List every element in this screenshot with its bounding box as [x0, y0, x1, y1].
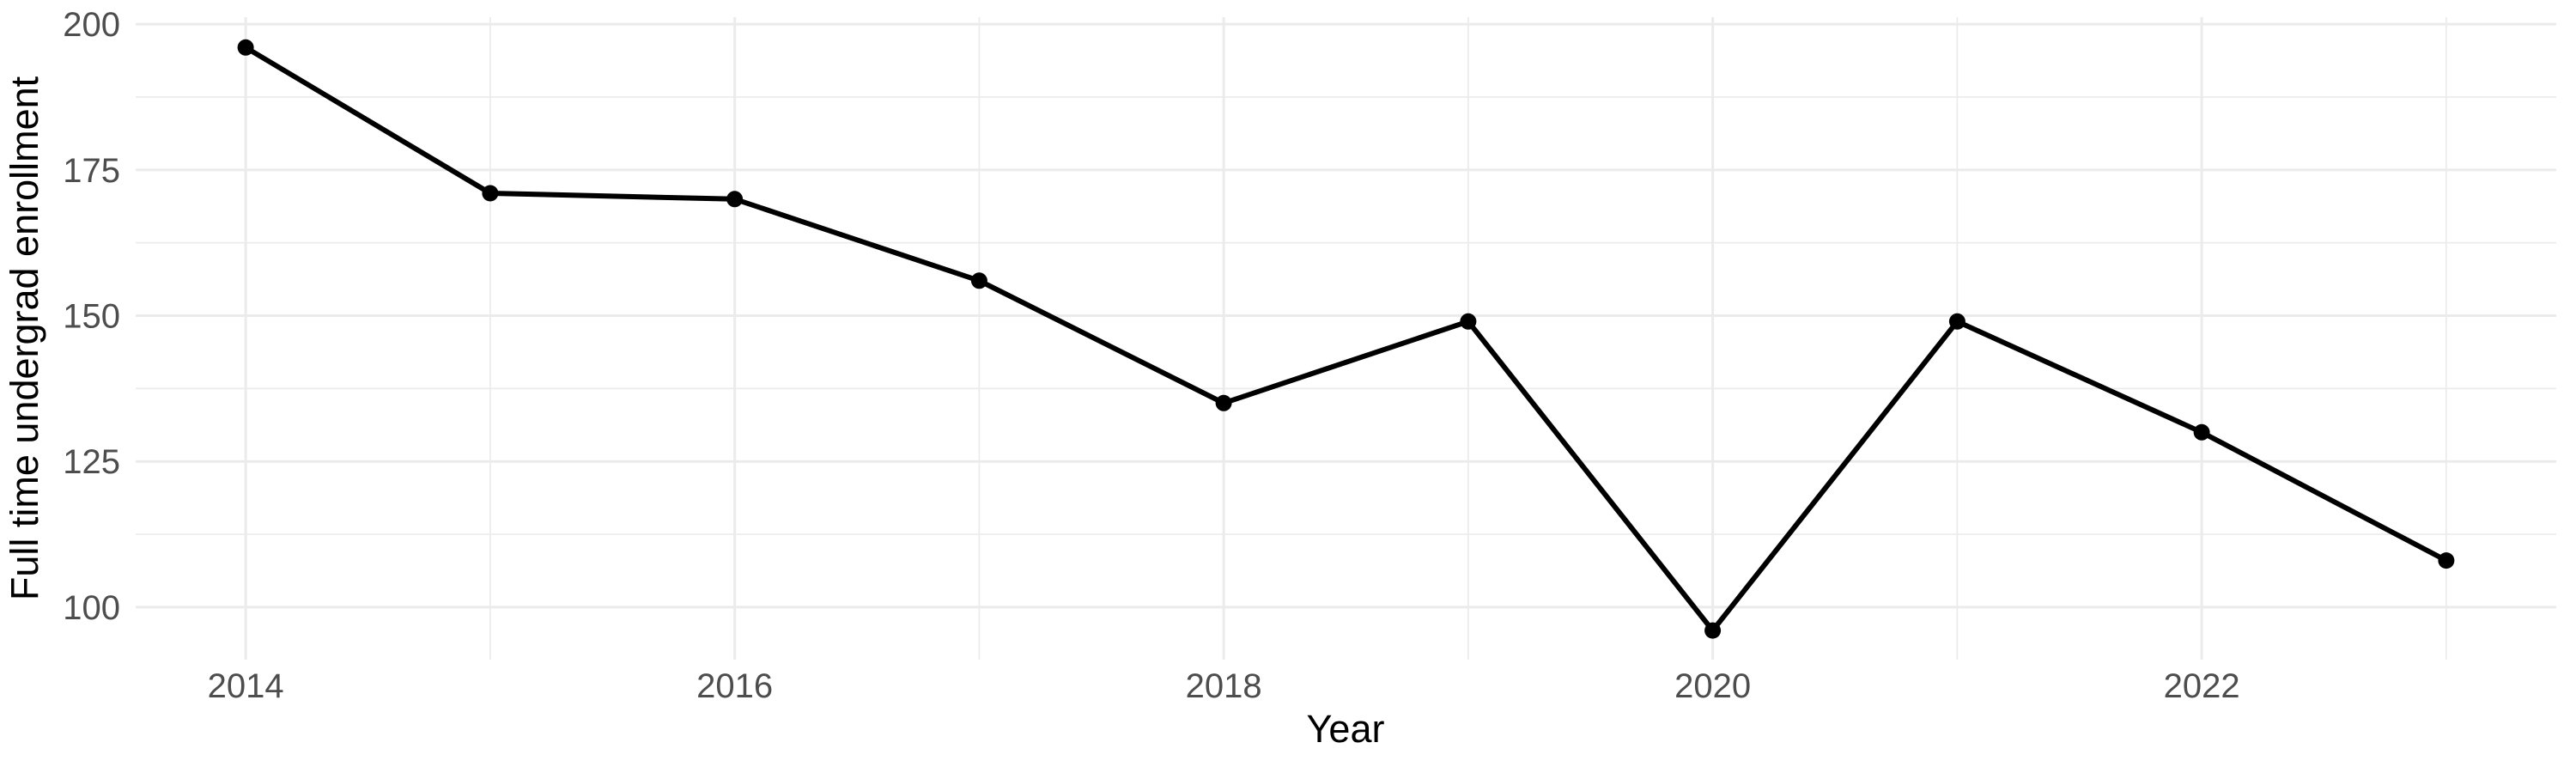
y-tick-label: 150 [63, 298, 120, 336]
series-line-group [243, 45, 2449, 634]
x-tick-label: 2018 [1186, 667, 1262, 705]
data-point [2438, 552, 2455, 569]
minor-gridlines [136, 17, 2556, 660]
y-tick-label: 175 [63, 152, 120, 190]
y-axis-title: Full time undergrad enrollment [3, 76, 46, 600]
data-points-group [237, 39, 2455, 639]
y-tick-label: 100 [63, 589, 120, 627]
data-point [2193, 423, 2210, 441]
data-point [482, 185, 499, 202]
data-point [1948, 313, 1965, 330]
x-axis-tick-labels: 2014 2016 2018 2020 2022 [208, 667, 2240, 705]
data-point [970, 272, 987, 289]
major-gridlines [136, 17, 2556, 660]
x-tick-label: 2020 [1674, 667, 1751, 705]
x-tick-label: 2022 [2164, 667, 2240, 705]
y-tick-label: 200 [63, 6, 120, 44]
data-point [1215, 394, 1232, 411]
data-point [237, 39, 254, 56]
y-tick-label: 125 [63, 443, 120, 481]
x-tick-label: 2016 [696, 667, 773, 705]
data-point [1460, 313, 1477, 330]
data-point [1704, 622, 1722, 639]
enrollment-series-line [243, 45, 2449, 634]
y-axis-tick-labels: 200 175 150 125 100 [63, 6, 120, 627]
data-point [726, 191, 744, 208]
x-axis-title: Year [1307, 707, 1385, 751]
x-tick-label: 2014 [208, 667, 284, 705]
